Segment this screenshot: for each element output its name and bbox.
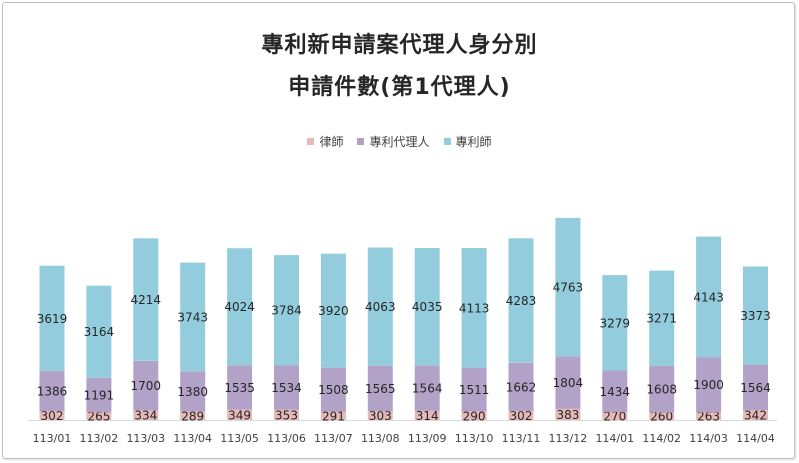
data-label-patent-attorney-113-08: 4063 [365,300,396,314]
data-label-patent-agent-113-11: 1662 [506,381,537,395]
x-tick-label-113-09: 113/09 [408,432,447,445]
data-label-patent-agent-113-12: 1804 [553,376,584,390]
x-tick-label-114-03: 114/03 [689,432,728,445]
data-label-lawyer-113-11: 302 [510,409,533,423]
x-tick-label-114-04: 114/04 [736,432,775,445]
x-tick-label-113-03: 113/03 [126,432,165,445]
data-label-patent-agent-113-04: 1380 [177,385,208,399]
data-label-patent-agent-113-02: 1191 [84,389,115,403]
data-label-patent-attorney-113-04: 3743 [177,311,208,325]
data-label-patent-attorney-114-02: 3271 [646,312,677,326]
data-label-patent-agent-113-03: 1700 [131,379,162,393]
data-label-patent-attorney-113-11: 4283 [506,294,537,308]
x-tick-label-114-01: 114/01 [595,432,634,445]
data-label-lawyer-113-06: 353 [275,408,298,422]
data-label-lawyer-113-05: 349 [228,408,251,422]
data-label-patent-attorney-113-07: 3920 [318,304,349,318]
x-tick-label-113-01: 113/01 [33,432,72,445]
data-label-lawyer-114-04: 342 [744,409,767,423]
data-label-patent-attorney-114-01: 3279 [600,316,631,330]
data-label-patent-agent-113-07: 1508 [318,383,349,397]
data-label-lawyer-113-01: 302 [41,409,64,423]
x-tick-label-113-02: 113/02 [80,432,119,445]
data-label-lawyer-113-09: 314 [416,409,439,423]
data-label-patent-agent-114-02: 1608 [646,383,677,397]
data-label-patent-agent-114-04: 1564 [740,381,771,395]
data-label-patent-agent-113-01: 1386 [37,385,68,399]
data-label-lawyer-113-03: 334 [134,409,157,423]
x-tick-label-113-08: 113/08 [361,432,400,445]
data-label-patent-attorney-113-03: 4214 [131,293,162,307]
x-tick-label-114-02: 114/02 [642,432,681,445]
x-tick-label-113-07: 113/07 [314,432,353,445]
data-label-patent-agent-113-09: 1564 [412,382,443,396]
x-tick-label-113-10: 113/10 [455,432,494,445]
data-label-patent-agent-113-05: 1535 [224,381,255,395]
data-label-patent-agent-113-10: 1511 [459,383,490,397]
x-tick-label-113-12: 113/12 [549,432,588,445]
data-label-patent-agent-114-03: 1900 [693,378,724,392]
data-label-patent-agent-114-01: 1434 [600,385,631,399]
data-label-patent-attorney-113-05: 4024 [224,300,255,314]
data-label-patent-attorney-113-01: 3619 [37,312,68,326]
data-label-patent-attorney-113-09: 4035 [412,300,443,314]
data-label-patent-attorney-114-03: 4143 [693,290,724,304]
data-label-patent-attorney-113-06: 3784 [271,304,302,318]
data-label-lawyer-113-12: 383 [556,408,579,422]
data-label-patent-attorney-113-10: 4113 [459,301,490,315]
data-label-patent-attorney-114-04: 3373 [740,309,771,323]
x-tick-label-113-05: 113/05 [220,432,259,445]
x-tick-label-113-04: 113/04 [173,432,212,445]
x-tick-label-113-06: 113/06 [267,432,306,445]
data-label-patent-agent-113-06: 1534 [271,381,302,395]
x-tick-label-113-11: 113/11 [502,432,541,445]
data-label-patent-agent-113-08: 1565 [365,382,396,396]
data-label-patent-attorney-113-02: 3164 [84,325,115,339]
data-label-patent-attorney-113-12: 4763 [553,281,584,295]
